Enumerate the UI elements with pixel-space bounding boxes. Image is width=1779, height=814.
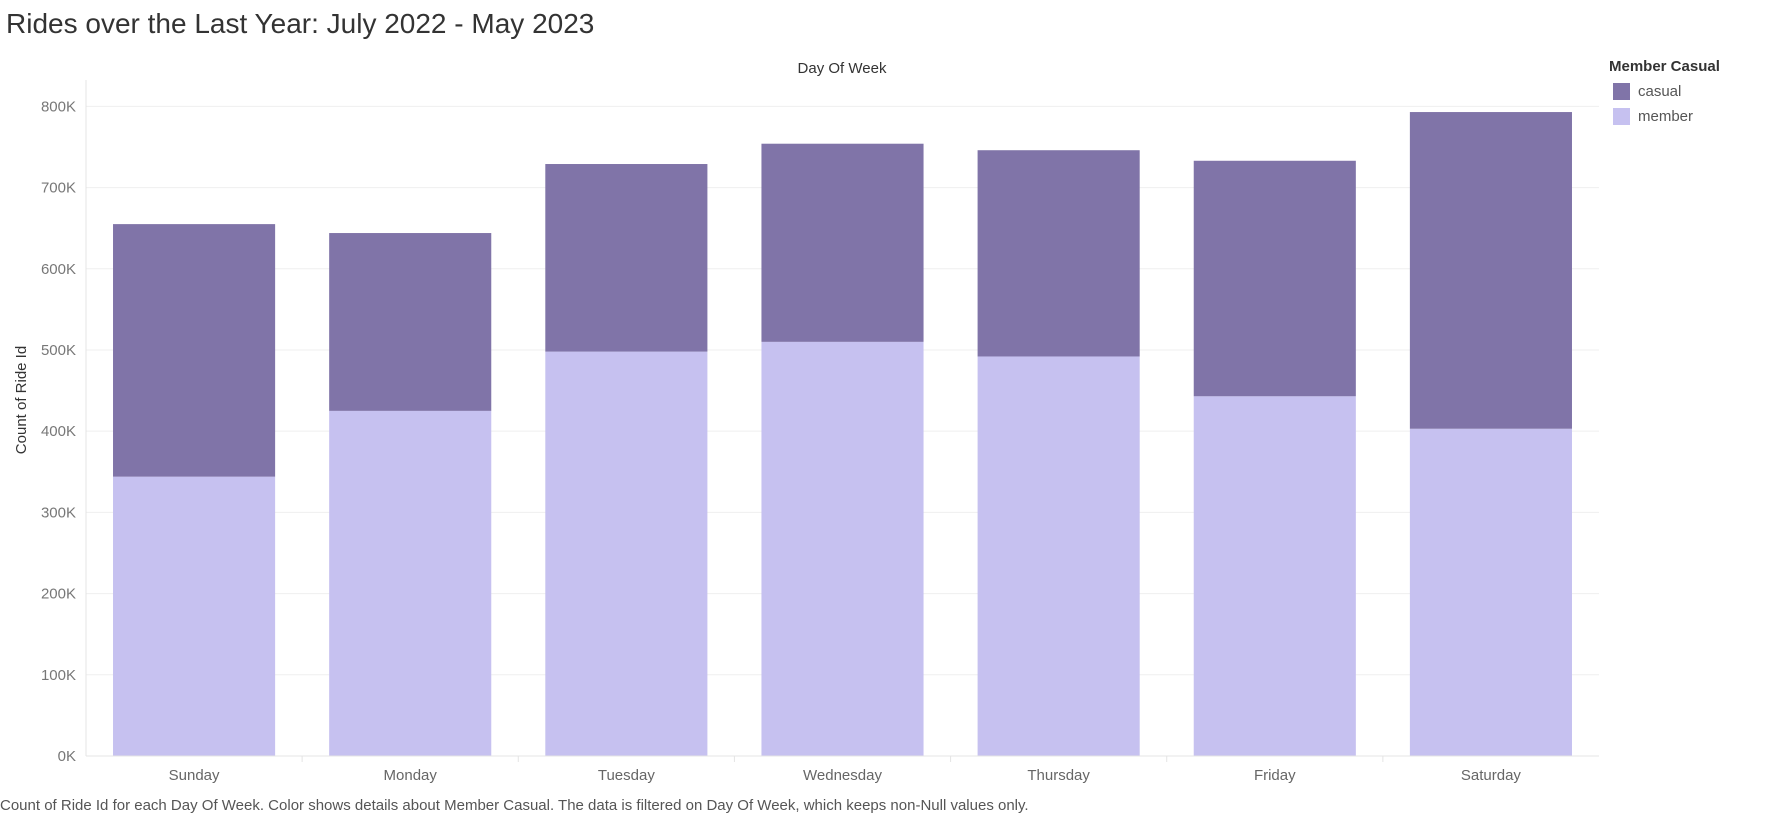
- legend-item-casual[interactable]: casual: [1609, 79, 1720, 104]
- chart-caption: Count of Ride Id for each Day Of Week. C…: [0, 797, 1029, 814]
- y-tick-label: 600K: [41, 261, 76, 278]
- x-tick-label: Friday: [1254, 767, 1296, 784]
- chart-title: Rides over the Last Year: July 2022 - Ma…: [6, 8, 595, 39]
- bar-casual-thursday[interactable]: [977, 150, 1140, 357]
- legend-swatch-member: [1613, 108, 1630, 125]
- legend-title: Member Casual: [1609, 58, 1720, 75]
- bar-casual-wednesday[interactable]: [761, 143, 924, 342]
- bar-member-wednesday[interactable]: [761, 341, 924, 756]
- x-tick-label: Wednesday: [803, 767, 882, 784]
- legend-label-casual: casual: [1638, 83, 1682, 100]
- legend-item-member[interactable]: member: [1609, 104, 1720, 129]
- bar-member-monday[interactable]: [329, 410, 492, 756]
- x-tick-label: Monday: [384, 767, 438, 784]
- bar-member-tuesday[interactable]: [545, 351, 708, 756]
- x-tick-label: Sunday: [169, 767, 220, 784]
- y-tick-label: 800K: [41, 98, 76, 115]
- y-tick-label: 400K: [41, 423, 76, 440]
- bar-member-friday[interactable]: [1193, 396, 1356, 756]
- y-tick-label: 700K: [41, 180, 76, 197]
- bar-member-sunday[interactable]: [113, 476, 276, 756]
- y-tick-label: 100K: [41, 667, 76, 684]
- bar-casual-saturday[interactable]: [1409, 112, 1572, 429]
- bar-casual-tuesday[interactable]: [545, 164, 708, 352]
- axes: 0K 100K 200K 300K 400K 500K 600K 700K 800K Sunday…: [41, 80, 1599, 784]
- y-tick-label: 300K: [41, 504, 76, 521]
- x-tick-label: Saturday: [1461, 767, 1522, 784]
- x-tick-label: Tuesday: [598, 767, 655, 784]
- legend: Member Casual casual member: [1609, 58, 1720, 129]
- bar-casual-sunday[interactable]: [113, 224, 276, 477]
- y-axis-label: Count of Ride Id: [13, 346, 30, 454]
- y-tick-label: 500K: [41, 342, 76, 359]
- bars: [113, 112, 1572, 756]
- y-tick-label: 200K: [41, 586, 76, 603]
- legend-label-member: member: [1638, 108, 1694, 125]
- bar-casual-friday[interactable]: [1193, 160, 1356, 397]
- column-header: Day Of Week: [798, 60, 887, 77]
- bar-casual-monday[interactable]: [329, 233, 492, 411]
- bar-member-saturday[interactable]: [1409, 428, 1572, 756]
- bar-member-thursday[interactable]: [977, 356, 1140, 756]
- y-tick-label: 0K: [58, 748, 76, 765]
- legend-swatch-casual: [1613, 83, 1630, 100]
- x-tick-label: Thursday: [1027, 767, 1090, 784]
